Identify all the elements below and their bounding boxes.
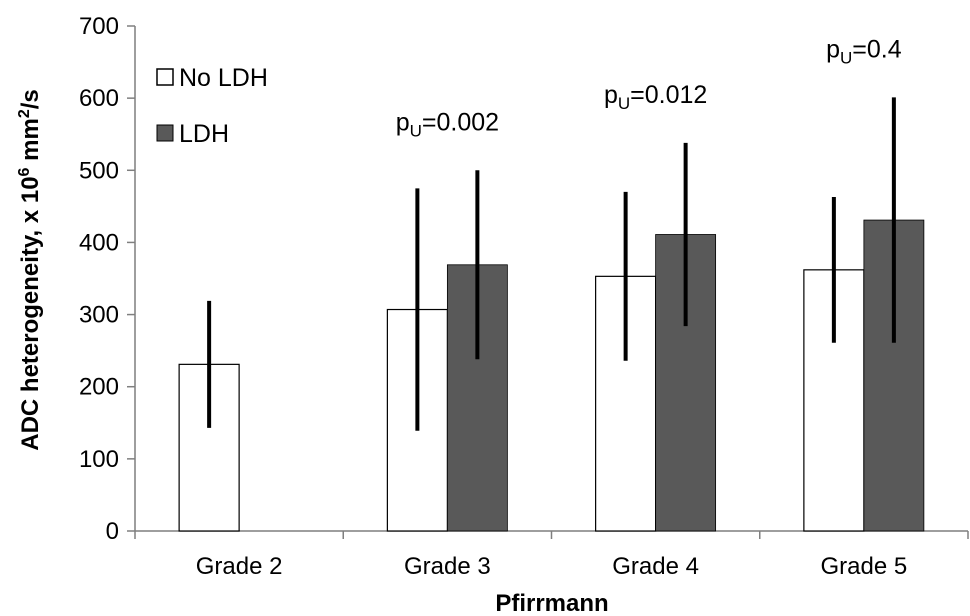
x-tick-label: Grade 4 — [612, 553, 699, 580]
y-tick-label: 400 — [79, 229, 119, 256]
x-tick-label: Grade 5 — [821, 553, 908, 580]
legend: No LDH LDH — [156, 64, 268, 148]
p-value-symbol: p — [604, 81, 618, 109]
p-value-subscript: U — [410, 121, 422, 140]
x-axis: Grade 2 Grade 3 Grade 4 Grade 5 — [134, 530, 969, 580]
error-bars — [207, 97, 896, 431]
y-tick-label: 300 — [79, 302, 119, 329]
y-tick-label: 100 — [79, 446, 119, 473]
p-value-subscript: U — [840, 48, 852, 67]
y-axis-title: ADC heterogeneity, x 106 mm2/s — [16, 89, 44, 451]
y-axis-title-suffix: /s — [17, 89, 44, 109]
y-tick-label: 600 — [79, 85, 119, 112]
p-value-subscript: U — [618, 94, 630, 113]
p-value-annotation: pU=0.002 — [396, 108, 499, 140]
y-tick-label: 200 — [79, 374, 119, 401]
bars — [178, 219, 925, 532]
x-tick-label: Grade 2 — [196, 553, 283, 580]
p-value-symbol: p — [826, 35, 840, 63]
x-axis-title: Pfirrmann — [495, 590, 608, 616]
p-value-symbol: p — [396, 108, 410, 136]
y-axis-title-sup2: 2 — [16, 109, 33, 118]
p-value-text: =0.012 — [630, 81, 707, 109]
y-tick-label: 500 — [79, 157, 119, 184]
x-tick-label: Grade 3 — [404, 553, 491, 580]
y-tick-label: 700 — [79, 13, 119, 40]
p-value-text: =0.002 — [422, 108, 499, 136]
y-axis: 0 100 200 300 400 500 600 700 — [79, 13, 136, 545]
p-value-annotation: pU=0.4 — [826, 35, 902, 67]
p-value-text: =0.4 — [852, 35, 901, 63]
legend-swatch-no-ldh — [156, 68, 174, 86]
p-value-annotation: pU=0.012 — [604, 81, 707, 113]
y-axis-title-prefix: ADC heterogeneity, x 10 — [17, 176, 44, 450]
legend-label-no-ldh: No LDH — [179, 64, 268, 92]
y-axis-title-mid: mm — [17, 118, 44, 167]
y-tick-label: 0 — [106, 518, 119, 545]
legend-label-ldh: LDH — [179, 120, 229, 148]
legend-swatch-ldh — [156, 124, 174, 142]
y-axis-title-sup: 6 — [16, 167, 33, 176]
